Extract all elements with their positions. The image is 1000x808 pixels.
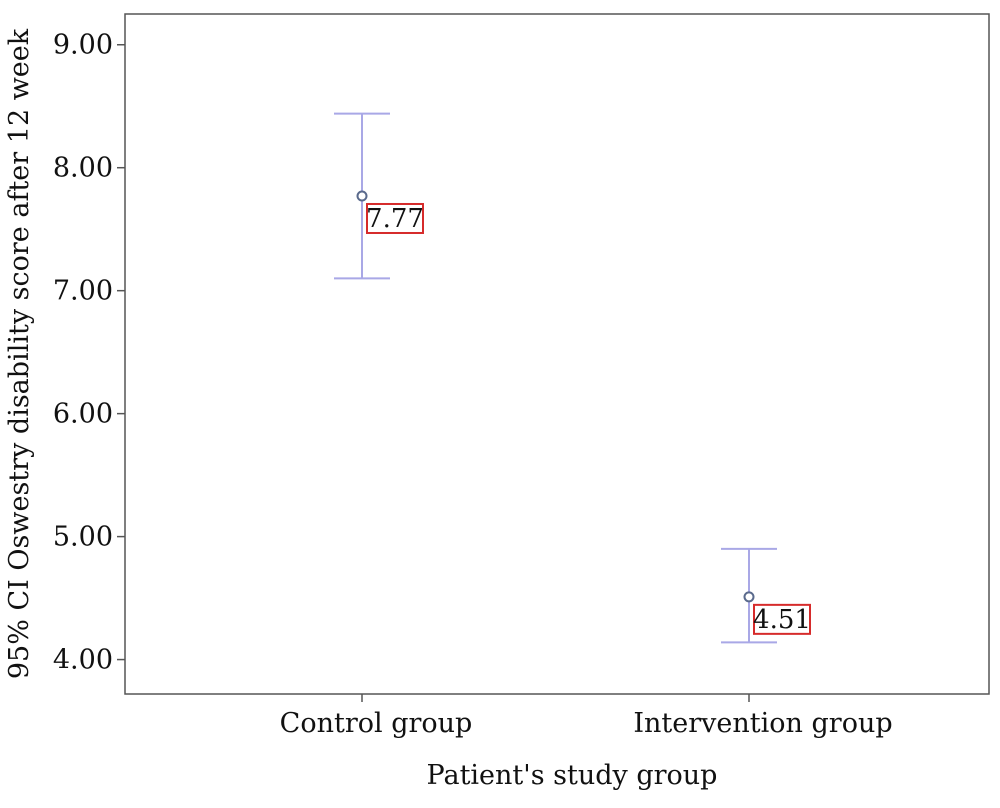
data-label-box (366, 202, 424, 234)
plot-frame (124, 13, 990, 695)
y-tick-label: 4.00 (53, 645, 113, 676)
y-tick-label: 6.00 (53, 399, 113, 430)
y-tick-label: 9.00 (53, 30, 113, 61)
y-tick-label: 8.00 (53, 153, 113, 184)
mean-marker (356, 190, 368, 202)
data-label: 7.77 (366, 204, 424, 234)
mean-marker (743, 591, 755, 603)
data-label: 4.51 (753, 605, 811, 635)
x-axis-title: Patient's study group (427, 760, 718, 791)
y-axis-title: 95% CI Oswestry disability score after 1… (4, 28, 35, 679)
plot-marks: 7.77 4.51 (334, 112, 811, 644)
data-label-box (753, 603, 811, 635)
y-tick-label: 5.00 (53, 522, 113, 553)
y-axis: 9.00 8.00 7.00 6.00 5.00 4.00 (53, 30, 125, 676)
x-axis: Control group Intervention group (280, 694, 893, 739)
x-tick-label: Intervention group (633, 708, 892, 739)
y-tick-label: 7.00 (53, 276, 113, 307)
x-tick-label: Control group (280, 708, 473, 739)
